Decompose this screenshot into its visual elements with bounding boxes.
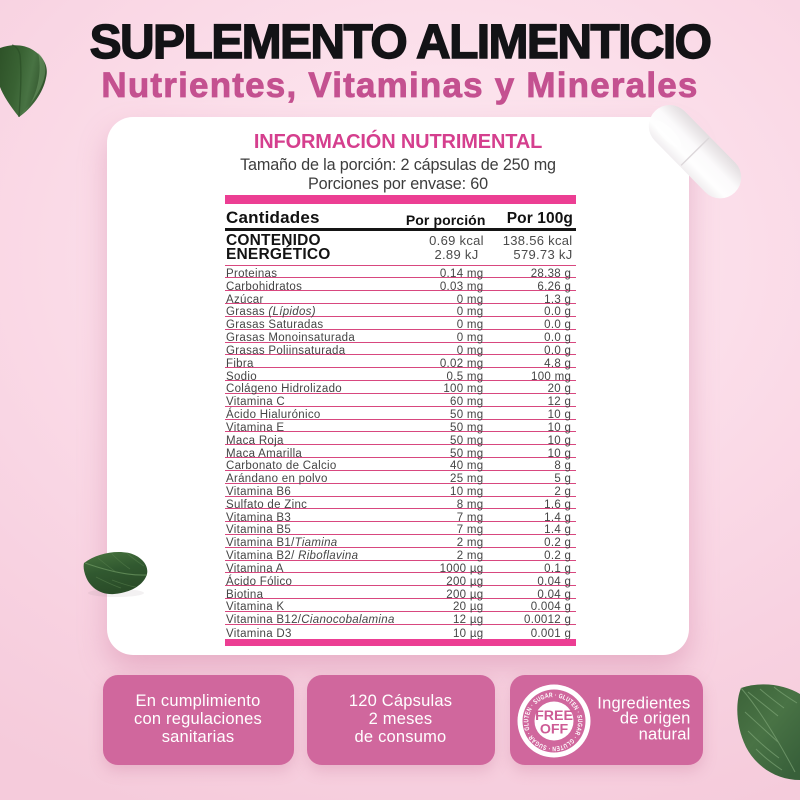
svg-text:OFF: OFF: [540, 722, 569, 738]
svg-text:FREE: FREE: [535, 708, 573, 724]
